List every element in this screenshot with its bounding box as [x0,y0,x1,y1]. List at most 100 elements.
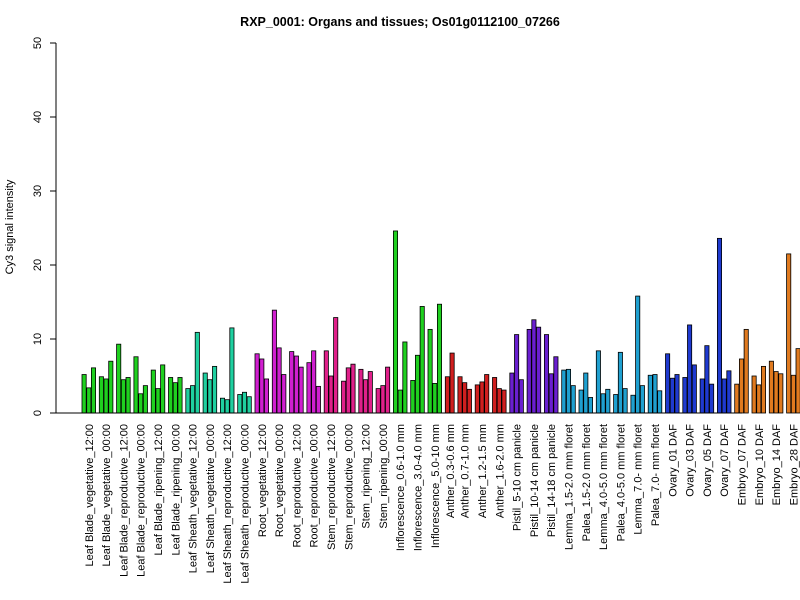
bar [704,345,710,414]
x-tick-label: Palea_1.5-2.0 mm floret [581,424,593,541]
bar [212,365,218,414]
bar [553,356,559,414]
bar [509,372,515,414]
bar [427,328,433,414]
chart-title: RXP_0001: Organs and tissues; Os01g01121… [240,15,560,29]
bar [259,358,265,414]
bar [86,387,92,414]
bar [588,397,594,414]
x-tick-label: Anther_1.2-1.5 mm [477,424,489,518]
bar [622,388,628,414]
x-tick-labels: Leaf Blade_vegetative_12:00 Leaf Blade_ve… [84,424,800,584]
x-tick-label: Ovary_01 DAF [667,424,679,497]
bar [341,380,347,414]
bar [544,334,550,414]
bar [501,389,507,414]
x-tick-label: Root_vegetative_12:00 [257,424,269,537]
bar [281,374,287,414]
bar [116,343,122,414]
bar [795,348,800,414]
bar [444,376,450,414]
bar [333,317,339,414]
x-tick-label: Pistil_5-10 cm panicle [512,424,524,531]
x-tick-label: Leaf Blade_reproductive_12:00 [118,424,130,577]
bar [138,393,144,414]
bar [561,369,567,414]
bar [449,352,455,414]
x-tick-label: Stem_reproductive_00:00 [343,424,355,550]
bar [108,360,114,414]
bar [514,334,520,414]
bar [630,394,636,414]
bar [367,371,373,414]
bar [345,367,351,414]
y-tick-label: 40 [32,111,44,123]
bar [457,376,463,414]
y-tick-label: 0 [32,410,44,416]
bar [207,379,213,414]
bar [595,350,601,414]
bar [526,328,532,414]
bar [315,385,321,414]
bar [392,230,398,414]
x-tick-label: Pistil_10-14 cm panicle [529,424,541,537]
bar [306,362,312,414]
x-tick-label: Anther_0.7-1.0 mm [460,424,472,518]
bar [639,385,645,414]
x-tick-label: Leaf Blade_ripening_00:00 [170,424,182,556]
bar [790,374,796,414]
bar [583,372,589,414]
bars [81,230,800,414]
x-tick-label: Root_vegetative_00:00 [274,424,286,537]
bar [761,365,767,414]
bar [518,379,524,414]
x-tick-label: Embryo_07 DAF [737,424,749,506]
x-tick-label: Palea_4.0-5.0 mm floret [615,424,627,541]
bar [125,377,131,414]
bar [323,350,329,414]
x-tick-label: Stem_reproductive_12:00 [326,424,338,550]
bar [298,366,304,414]
bar [150,369,156,414]
bar [350,363,356,414]
x-tick-label: Ovary_05 DAF [702,424,714,497]
bar [566,368,572,414]
bar [462,382,468,414]
bar [219,397,225,414]
bar [185,388,191,414]
bar [786,253,792,414]
bar [172,382,178,414]
x-tick-label: Inflorescence_5.0-10 mm [430,424,442,548]
x-tick-label: Lemma_1.5-2.0 mm floret [564,424,576,550]
x-tick-label: Palea_7.0- mm floret [650,424,662,526]
bar [410,380,416,414]
y-tick-label: 50 [32,37,44,49]
bar [168,377,174,414]
bar [743,328,749,414]
x-tick-label: Inflorescence_0.6-1.0 mm [395,424,407,551]
bar [254,353,260,414]
x-tick-label: Leaf Sheath_vegetative_00:00 [205,424,217,573]
x-tick-label: Stem_ripening_12:00 [361,424,373,529]
y-axis-label: Cy3 signal intensity [4,179,16,274]
bar [652,374,658,414]
bar [734,383,740,414]
bar [756,384,762,414]
bar [241,391,247,414]
bar [548,373,554,414]
x-tick-label: Anther_0.3-0.6 mm [445,424,457,518]
bar [142,385,148,414]
bar [160,364,166,414]
bar [289,351,295,414]
bar [657,390,663,414]
bar [380,385,386,414]
bar [190,385,196,414]
bar [237,394,243,414]
bar [605,388,611,414]
bar [436,303,442,414]
bar [81,374,87,414]
x-tick-label: Ovary_03 DAF [685,424,697,497]
x-tick-label: Leaf Sheath_reproductive_00:00 [240,424,252,584]
bar [682,377,688,414]
